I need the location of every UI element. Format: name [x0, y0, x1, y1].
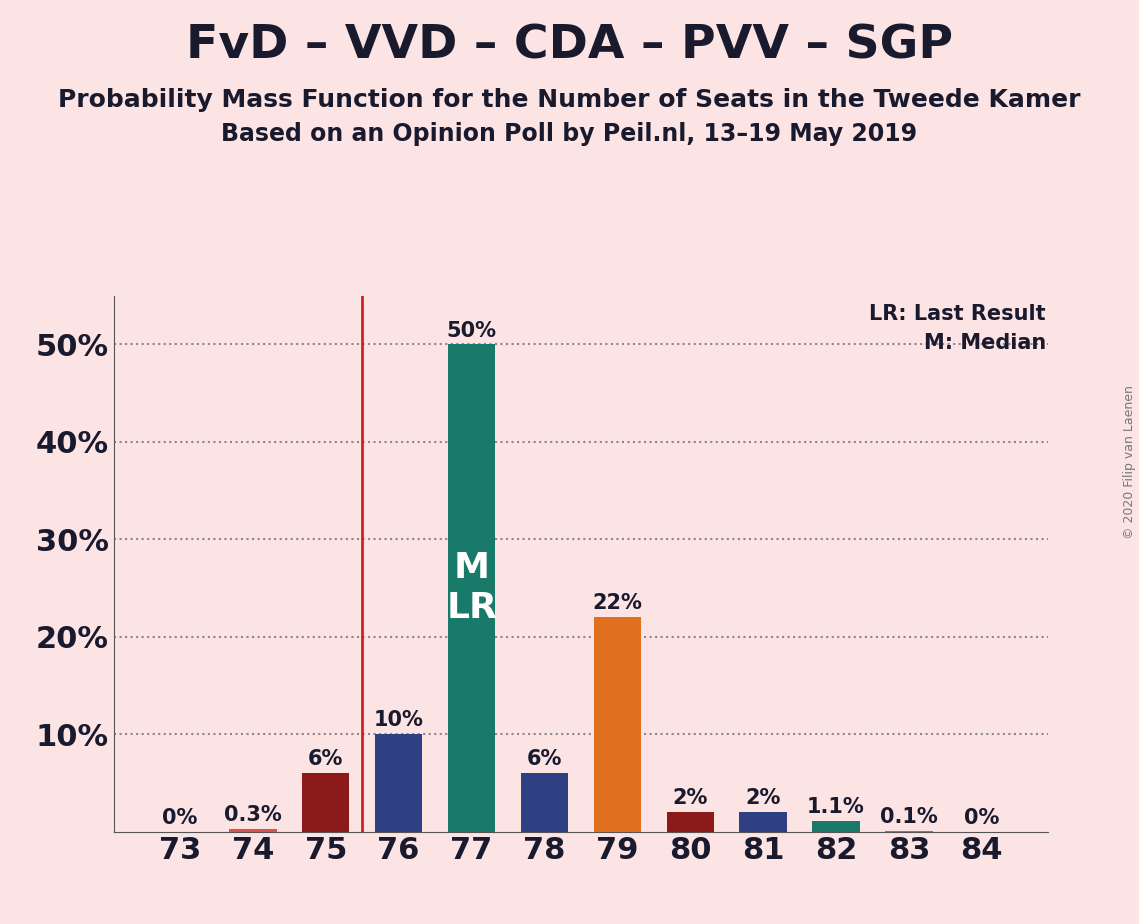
Text: M: Median: M: Median	[924, 334, 1046, 353]
Bar	[885, 831, 933, 832]
Text: Based on an Opinion Poll by Peil.nl, 13–19 May 2019: Based on an Opinion Poll by Peil.nl, 13–…	[221, 122, 918, 146]
Text: 0.1%: 0.1%	[880, 807, 937, 827]
Text: 10%: 10%	[374, 711, 424, 730]
Text: Probability Mass Function for the Number of Seats in the Tweede Kamer: Probability Mass Function for the Number…	[58, 88, 1081, 112]
Text: 2%: 2%	[745, 788, 780, 808]
Text: 0%: 0%	[964, 808, 999, 828]
Text: 22%: 22%	[592, 593, 642, 614]
Bar	[448, 345, 495, 832]
Bar	[229, 829, 277, 832]
Bar	[666, 812, 714, 832]
Text: FvD – VVD – CDA – PVV – SGP: FvD – VVD – CDA – PVV – SGP	[186, 23, 953, 68]
Text: 6%: 6%	[526, 749, 563, 770]
Text: LR: Last Result: LR: Last Result	[869, 304, 1046, 323]
Bar	[739, 812, 787, 832]
Bar	[375, 735, 423, 832]
Text: 1.1%: 1.1%	[808, 797, 865, 817]
Text: 0.3%: 0.3%	[224, 805, 281, 825]
Text: 2%: 2%	[672, 788, 708, 808]
Text: 50%: 50%	[446, 321, 497, 341]
Text: © 2020 Filip van Laenen: © 2020 Filip van Laenen	[1123, 385, 1136, 539]
Text: 6%: 6%	[309, 749, 344, 770]
Bar	[521, 773, 568, 832]
Bar	[302, 773, 350, 832]
Bar	[812, 821, 860, 832]
Text: M
LR: M LR	[446, 552, 497, 625]
Text: 0%: 0%	[163, 808, 198, 828]
Bar	[593, 617, 641, 832]
